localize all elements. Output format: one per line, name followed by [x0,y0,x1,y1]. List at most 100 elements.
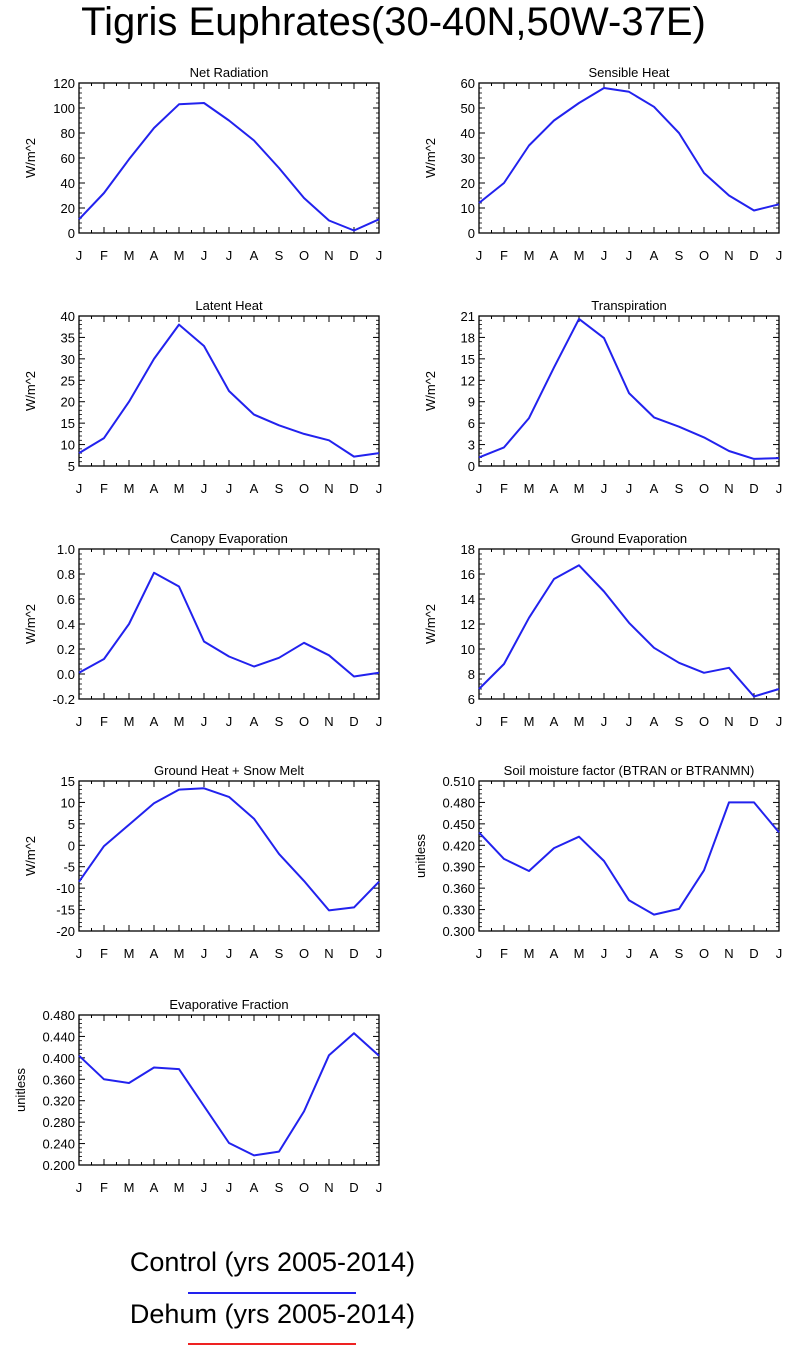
y-tick-label: 0 [468,459,475,474]
y-tick-label: 1.0 [57,542,75,557]
y-tick-label: 0 [468,226,475,241]
x-tick-label: J [201,946,208,961]
x-tick-label: A [550,248,559,263]
x-tick-label: M [124,481,135,496]
y-tick-label: 15 [61,416,75,431]
y-tick-label: 0.360 [442,881,475,896]
x-tick-label: J [376,1180,383,1195]
x-tick-label: D [349,946,358,961]
x-tick-label: S [275,946,284,961]
plot-frame [78,82,380,234]
panel-title: Net Radiation [190,65,269,80]
panel-title: Canopy Evaporation [170,531,288,546]
legend-line-control [188,1292,356,1294]
x-tick-label: J [601,481,608,496]
plot-frame [78,548,380,700]
y-tick-label: 40 [461,126,475,141]
y-axis-label: W/m^2 [423,138,438,178]
series-line-control [78,787,380,912]
panel-title: Evaporative Fraction [169,997,288,1012]
x-tick-label: J [76,481,83,496]
series-line-control [478,87,780,212]
panel-title: Latent Heat [195,298,263,313]
x-tick-label: D [749,248,758,263]
x-tick-label: D [349,714,358,729]
x-tick-label: S [275,1180,284,1195]
y-tick-label: 0 [68,226,75,241]
x-tick-label: M [124,714,135,729]
y-tick-label: -20 [56,924,75,939]
chart-panel-3: J F M A M J J A S O N D J036912151821TranspirationW/… [423,298,782,496]
x-tick-label: A [250,946,259,961]
x-tick-label: A [250,248,259,263]
y-tick-label: 0.2 [57,642,75,657]
x-tick-label: J [201,481,208,496]
panel-title: Soil moisture factor (BTRAN or BTRANMN) [504,763,755,778]
x-tick-label: F [500,481,508,496]
y-tick-label: 10 [61,795,75,810]
x-tick-label: J [76,714,83,729]
x-tick-label: O [699,248,709,263]
x-tick-label: N [324,248,333,263]
x-tick-label: O [699,481,709,496]
x-tick-label: D [349,248,358,263]
y-axis-label: W/m^2 [423,371,438,411]
x-tick-label: S [675,248,684,263]
x-tick-label: J [376,946,383,961]
x-tick-label: J [376,714,383,729]
y-tick-label: 0.4 [57,617,75,632]
y-axis-label: unitless [13,1067,28,1112]
series-line-control [478,317,780,460]
x-tick-label: J [376,481,383,496]
x-tick-label: J [226,248,233,263]
panel-title: Ground Evaporation [571,531,687,546]
y-tick-label: 0.300 [442,924,475,939]
x-tick-label: S [275,714,284,729]
y-tick-label: 60 [61,151,75,166]
x-tick-label: O [299,248,309,263]
x-tick-label: M [574,248,585,263]
plot-frame [478,82,780,234]
series-line-control [78,571,380,678]
y-tick-label: 0.480 [42,1008,75,1023]
x-tick-label: F [500,946,508,961]
x-tick-label: J [476,248,483,263]
y-tick-label: -0.2 [53,692,75,707]
y-tick-label: 30 [61,352,75,367]
x-tick-label: N [324,481,333,496]
chart-panel-8: J F M A M J J A S O N D J0.2000.2400.2800.3200.3600.… [13,997,382,1195]
x-tick-label: N [324,714,333,729]
y-tick-label: 25 [61,373,75,388]
y-tick-label: 0.320 [42,1094,75,1109]
panel-title: Transpiration [591,298,666,313]
y-tick-label: 0.8 [57,567,75,582]
x-tick-label: D [349,1180,358,1195]
series-line-control [478,801,780,916]
x-tick-label: A [150,1180,159,1195]
x-tick-label: S [675,946,684,961]
y-tick-label: -15 [56,903,75,918]
x-tick-label: A [650,946,659,961]
y-axis-label: W/m^2 [23,371,38,411]
x-tick-label: S [675,481,684,496]
x-tick-label: A [250,481,259,496]
x-tick-label: A [550,481,559,496]
x-tick-label: M [174,481,185,496]
x-tick-label: O [699,714,709,729]
legend-label-dehum: Dehum (yrs 2005-2014) [129,1299,416,1329]
x-tick-label: M [524,714,535,729]
y-tick-label: 15 [61,774,75,789]
panel-title: Ground Heat + Snow Melt [154,763,304,778]
x-tick-label: J [201,714,208,729]
x-tick-label: J [626,946,633,961]
y-tick-label: -5 [63,860,75,875]
x-tick-label: J [201,1180,208,1195]
x-tick-label: A [650,481,659,496]
y-tick-label: 0.6 [57,592,75,607]
x-tick-label: J [776,946,783,961]
x-tick-label: J [476,714,483,729]
